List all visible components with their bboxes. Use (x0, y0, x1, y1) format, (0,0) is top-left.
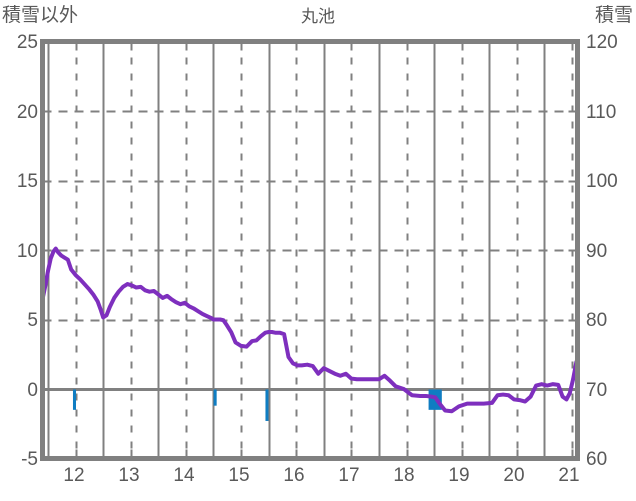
right-axis-tick-80: 80 (586, 310, 608, 331)
chart-title: 丸池 (301, 7, 335, 26)
right-axis-tick-90: 90 (586, 241, 608, 262)
x-axis-tick-19: 19 (448, 465, 470, 486)
axis-tick-marks (47, 41, 578, 459)
left-axis-tick-15: 15 (16, 171, 38, 192)
x-axis-tick-15: 15 (228, 465, 250, 486)
left-axis-tick-minus5: -5 (21, 449, 38, 470)
right-axis-title: 積雪 (594, 5, 633, 26)
right-axis-tick-60: 60 (586, 449, 608, 470)
left-axis-tick-0: 0 (27, 380, 38, 401)
right-axis-tick-120: 120 (586, 32, 618, 53)
x-axis-tick-13: 13 (118, 465, 140, 486)
right-axis-tick-100: 100 (586, 171, 618, 192)
x-axis-tick-12: 12 (63, 465, 85, 486)
x-axis-tick-17: 17 (338, 465, 360, 486)
x-axis-tick-14: 14 (173, 465, 195, 486)
x-axis-tick-21: 21 (558, 465, 580, 486)
x-axis-tick-16: 16 (283, 465, 305, 486)
left-axis-tick-10: 10 (16, 241, 38, 262)
right-axis-tick-110: 110 (586, 102, 617, 123)
left-axis-tick-5: 5 (27, 310, 38, 331)
left-axis-tick-25: 25 (16, 32, 38, 53)
temperature-line (40, 246, 579, 414)
snow-depth-bars (72, 389, 442, 421)
x-axis-tick-20: 20 (503, 465, 525, 486)
left-axis-tick-20: 20 (16, 102, 38, 123)
x-axis-tick-18: 18 (393, 465, 415, 486)
left-axis-title: 積雪以外 (2, 5, 79, 26)
right-axis-tick-70: 70 (586, 380, 608, 401)
